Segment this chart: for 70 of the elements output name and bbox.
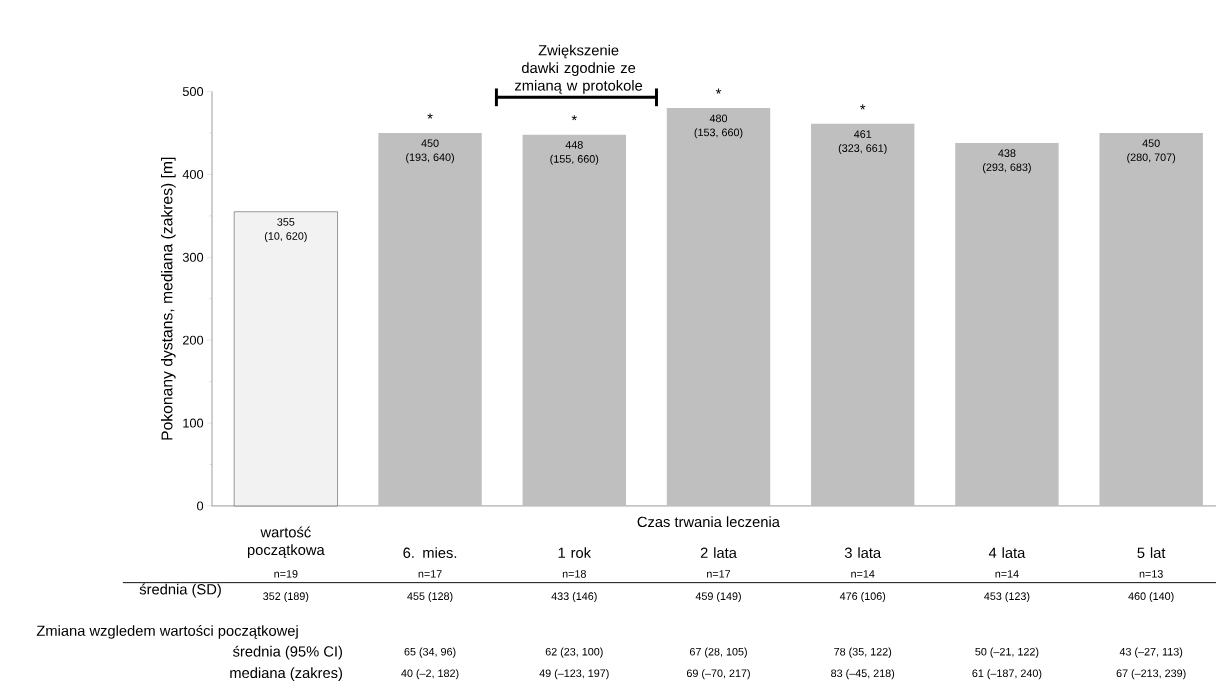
x-tick-label: 3 lata: [844, 547, 882, 558]
x-tick-label: 2 lata: [700, 547, 737, 558]
x-tick-label: 4 lata: [988, 547, 1026, 558]
text: 433 (146): [551, 592, 597, 603]
x-tick-label: 5 lat: [1137, 547, 1166, 558]
text: 61 (–187, 240): [972, 669, 1042, 680]
annotation: (193, 640): [406, 153, 454, 164]
text: n=17: [707, 570, 731, 578]
data-label: 461: [853, 130, 872, 138]
annotation: (323, 661): [838, 144, 887, 155]
y-tick-label: 300: [182, 252, 204, 262]
bar: [1099, 132, 1203, 506]
text: 49 (–123, 197): [539, 669, 609, 680]
y-axis-title: Pokonany dystans, mediana (zakres) [m]: [160, 157, 176, 440]
text: 40 (–2, 182): [401, 669, 459, 680]
text: n=13: [1139, 570, 1163, 578]
text: 459 (149): [695, 592, 741, 603]
text: n=14: [995, 570, 1019, 578]
data-label: 450: [421, 139, 439, 148]
x-axis-title: Czas trwania leczenia: [637, 516, 780, 528]
bar: [955, 142, 1059, 506]
annotation: *: [860, 104, 866, 110]
text: mediana (zakres): [230, 667, 342, 682]
text: n=18: [562, 570, 586, 578]
bar: [378, 132, 482, 506]
y-tick-label: 200: [182, 335, 204, 345]
text: n=14: [851, 570, 875, 578]
annotation: (10, 620): [264, 231, 307, 242]
annotation: (153, 660): [694, 128, 743, 139]
annotation: (280, 707): [1127, 153, 1176, 164]
text: Zmiana wzgledem wartości początkowej: [36, 624, 298, 639]
text: 453 (123): [984, 592, 1030, 603]
text: 69 (–70, 217): [686, 669, 750, 680]
text: 476 (106): [839, 592, 886, 603]
annotation: (293, 683): [983, 163, 1031, 174]
text: 67 (–213, 239): [1116, 669, 1186, 680]
x-tick-label: wartość początkowa: [247, 526, 325, 558]
annotation: (155, 660): [550, 154, 599, 165]
data-label: 438: [998, 149, 1016, 157]
text: 455 (128): [407, 592, 453, 603]
y-tick-label: 100: [183, 418, 204, 428]
text: 352 (189): [263, 592, 309, 603]
text: 83 (–45, 218): [831, 669, 895, 680]
x-tick-label: 1 rok: [558, 547, 592, 558]
text: 78 (35, 122): [834, 647, 892, 658]
y-tick-label: 0: [197, 501, 204, 511]
bar: [811, 123, 915, 506]
bar: [666, 108, 771, 506]
text: 50 (–21, 122): [975, 647, 1039, 658]
data-label: 480: [709, 114, 728, 123]
annotation: Zwiększenie dawki zgodnie ze zmianą w protokole: [515, 44, 643, 94]
annotation: *: [715, 88, 722, 94]
annotation: *: [427, 113, 433, 119]
text: średnia (SD): [139, 583, 221, 598]
text: 460 (140): [1128, 592, 1174, 603]
y-tick-label: 500: [182, 87, 204, 97]
text: 67 (28, 105): [689, 647, 747, 658]
data-label: 355: [277, 218, 295, 226]
x-tick-label: 6. mies.: [403, 547, 457, 558]
data-label: 450: [1142, 139, 1160, 148]
annotation: *: [571, 115, 577, 121]
text: n=19: [274, 570, 298, 578]
y-tick-label: 400: [182, 169, 204, 179]
text: 65 (34, 96): [404, 647, 456, 658]
data-label: 448: [565, 141, 583, 149]
bar: [522, 134, 626, 506]
text: średnia (95% CI): [233, 645, 343, 660]
text: 62 (23, 100): [545, 647, 603, 658]
text: n=17: [418, 570, 442, 578]
text: 43 (–27, 113): [1119, 647, 1183, 658]
